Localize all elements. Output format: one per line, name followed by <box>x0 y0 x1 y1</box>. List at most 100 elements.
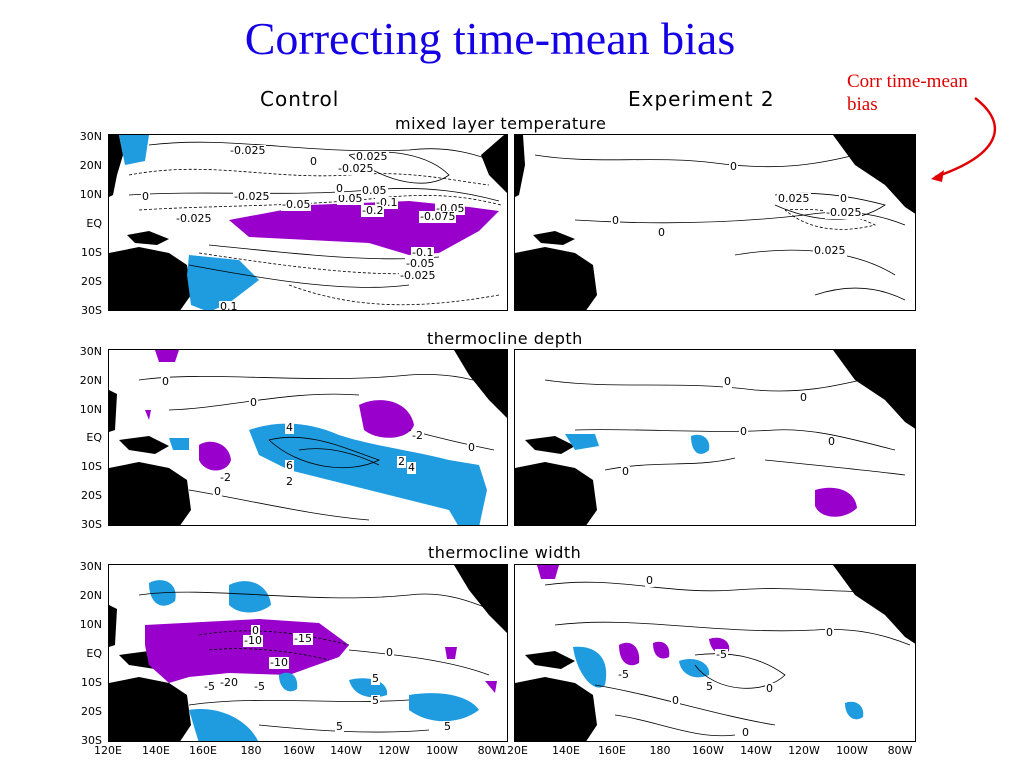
contour-label: 6 <box>285 459 294 472</box>
contour-label: 0 <box>765 682 774 695</box>
contour-label: -10 <box>243 634 263 647</box>
contour-label: -5 <box>203 680 216 693</box>
panel-experiment-2-thermocline-depth: 0 0 0 0 0 <box>514 349 916 526</box>
contour-label: 5 <box>705 680 714 693</box>
contour-label: -0.1 <box>411 246 435 259</box>
panel-experiment-2-thermocline-width: 0 0 -5 -5 5 0 0 0 <box>514 564 916 742</box>
lon-label: 80W <box>887 744 913 757</box>
contour-label: 0 <box>723 375 732 388</box>
contour-label: 0 <box>161 375 170 388</box>
lat-label: 30S <box>81 518 102 531</box>
contour-label: 0 <box>467 441 476 454</box>
lat-label: 10S <box>81 676 102 689</box>
lon-label: 140E <box>142 744 170 757</box>
contour-label: 0 <box>825 626 834 639</box>
lon-label: 160W <box>283 744 315 757</box>
lat-label: 20S <box>81 705 102 718</box>
lon-label: 180 <box>240 744 262 757</box>
contour-label: 0 <box>621 465 630 478</box>
contour-label: 0 <box>741 726 750 739</box>
lon-label: 160E <box>598 744 626 757</box>
contour-label: 2 <box>397 455 406 468</box>
lat-label: 20S <box>81 275 102 288</box>
lon-label: 120W <box>788 744 820 757</box>
contour-label: 0 <box>671 694 680 707</box>
lat-label: 10N <box>79 618 102 631</box>
contour-label: 0 <box>611 214 620 227</box>
lat-label: 30N <box>79 130 102 143</box>
contour-label: -5 <box>617 668 630 681</box>
contour-label: -0.2 <box>361 204 385 217</box>
lon-label: 140W <box>740 744 772 757</box>
contour-label: 0 <box>645 574 654 587</box>
contour-map <box>515 565 915 741</box>
lat-label: 30N <box>79 345 102 358</box>
lat-label: EQ <box>86 431 102 444</box>
contour-label: -0.05 <box>405 257 436 270</box>
contour-label: 0 <box>657 226 666 239</box>
lat-label: 20S <box>81 489 102 502</box>
contour-label: 0.025 <box>777 192 811 205</box>
annotation-line-2: bias <box>847 94 878 115</box>
col-title-experiment-2: Experiment 2 <box>628 87 775 111</box>
lon-label: 120W <box>378 744 410 757</box>
contour-label: 0.025 <box>813 244 847 257</box>
contour-label: 0.05 <box>337 192 364 205</box>
contour-label: 5 <box>335 720 344 733</box>
col-title-control: Control <box>260 87 340 111</box>
lon-label: 100W <box>426 744 458 757</box>
lon-label: 100W <box>836 744 868 757</box>
contour-label: 0.1 <box>219 300 239 311</box>
contour-label: 4 <box>285 421 294 434</box>
contour-label: -2 <box>219 471 232 484</box>
contour-label: 0 <box>729 160 738 173</box>
lat-label: EQ <box>86 217 102 230</box>
contour-label: -0.05 <box>281 198 312 211</box>
contour-label: 0.05 <box>361 184 388 197</box>
contour-label: -0.025 <box>175 212 213 225</box>
lat-label: 20N <box>79 374 102 387</box>
contour-map <box>515 350 915 525</box>
contour-label: 2 <box>285 475 294 488</box>
lon-label: 120E <box>94 744 122 757</box>
contour-label: -0.025 <box>399 269 437 282</box>
contour-label: 0 <box>309 155 318 168</box>
contour-map <box>109 565 507 741</box>
lat-label: 20N <box>79 159 102 172</box>
lon-label: 140E <box>552 744 580 757</box>
lon-label: 140W <box>330 744 362 757</box>
lat-label: 10N <box>79 403 102 416</box>
lon-label: 80W <box>477 744 503 757</box>
lat-label: 10S <box>81 460 102 473</box>
lon-label: 180 <box>649 744 671 757</box>
panel-control-mixed-layer-temperature: -0.025 0 0.025 0 0.05 -0.025 0.05 0 -0.0… <box>108 134 508 311</box>
lat-label: 30S <box>81 734 102 747</box>
contour-label: -0.025 <box>337 162 375 175</box>
lon-label: 120E <box>500 744 528 757</box>
contour-label: -0.075 <box>419 210 457 223</box>
contour-label: 0 <box>141 190 150 203</box>
contour-label: 0 <box>249 396 258 409</box>
contour-label: -0.025 <box>233 190 271 203</box>
row-title-thermocline-width: thermocline width <box>428 543 582 562</box>
lon-label: 160W <box>692 744 724 757</box>
contour-label: 4 <box>407 461 416 474</box>
annotation-text: Corr time-mean bias <box>847 70 968 116</box>
row-title-mixed-layer-temperature: mixed layer temperature <box>395 114 607 133</box>
contour-label: 0 <box>827 435 836 448</box>
contour-label: 0 <box>839 192 848 205</box>
panel-control-thermocline-depth: 0 0 4 -2 6 2 -2 0 2 4 0 <box>108 349 508 526</box>
lat-label: 10S <box>81 246 102 259</box>
contour-label: 0 <box>335 182 344 195</box>
contour-label: 5 <box>371 672 380 685</box>
lat-label: EQ <box>86 647 102 660</box>
contour-label: 0 <box>385 646 394 659</box>
contour-label: -15 <box>293 632 313 645</box>
lat-label: 20N <box>79 589 102 602</box>
panel-experiment-2-mixed-layer-temperature: 0 0.025 0 -0.025 0 0 0.025 <box>514 134 916 311</box>
contour-label: 0 <box>739 425 748 438</box>
contour-map <box>109 350 507 525</box>
lat-label: 30S <box>81 304 102 317</box>
annotation-arrow-icon <box>931 97 997 182</box>
contour-label: -5 <box>253 680 266 693</box>
